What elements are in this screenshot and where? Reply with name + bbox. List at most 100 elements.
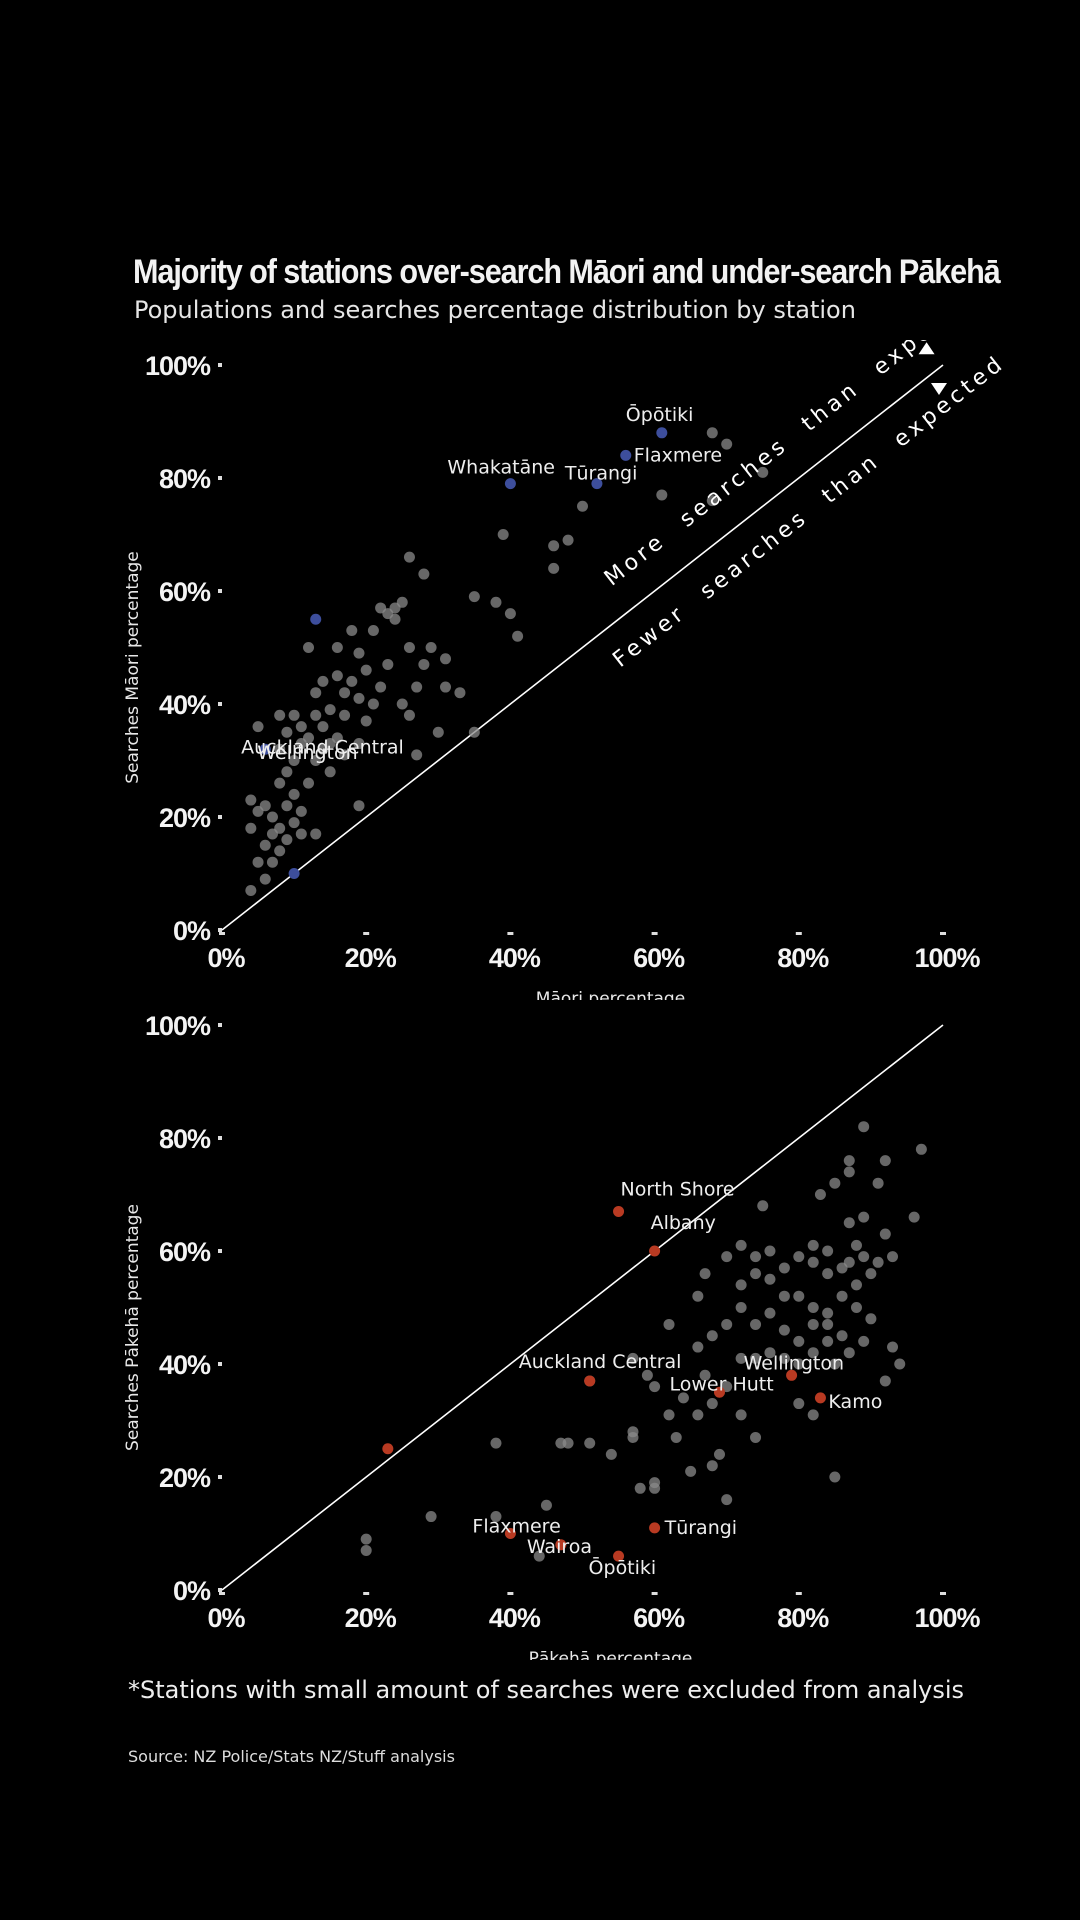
- data-point: [843, 1155, 855, 1167]
- data-point: [288, 709, 300, 721]
- data-point: [281, 726, 293, 738]
- data-point: [288, 788, 300, 800]
- data-point: [822, 1268, 834, 1280]
- data-point: [266, 828, 278, 840]
- data-point: [750, 1318, 762, 1330]
- data-point: [649, 1381, 661, 1393]
- highlighted-point: [613, 1550, 625, 1562]
- point-label: Wellington: [744, 1352, 844, 1374]
- data-point: [750, 1251, 762, 1263]
- data-point: [411, 749, 423, 761]
- data-point: [807, 1409, 819, 1421]
- data-point: [533, 1550, 545, 1562]
- data-point: [850, 1302, 862, 1313]
- data-point: [807, 1347, 819, 1359]
- data-point: [735, 1409, 747, 1421]
- data-point: [836, 1330, 848, 1342]
- data-point: [367, 625, 379, 637]
- data-point: [266, 811, 278, 823]
- x-tick-mark: [219, 932, 225, 935]
- point-label: Whakatāne: [447, 457, 555, 479]
- x-tick-label: 0%: [207, 943, 245, 973]
- reference-line: [221, 1024, 944, 1591]
- x-tick-label: 60%: [633, 1603, 685, 1633]
- y-tick-label: 80%: [159, 1124, 211, 1154]
- data-point: [310, 687, 322, 699]
- y-axis-label: Searches Pākehā percentage: [123, 1204, 143, 1451]
- data-point: [288, 755, 300, 766]
- pakeha-scatter-chart: 0% 20% 40% 60% 80% 100% 0% 20% 40% 60% 80% 100% Pāke…: [123, 1011, 982, 1660]
- y-tick-label: 100%: [145, 1011, 211, 1041]
- reference-line: [221, 364, 944, 931]
- data-point: [584, 1437, 596, 1449]
- y-tick-mark: [218, 928, 222, 932]
- data-point: [692, 1290, 704, 1302]
- data-point: [627, 1431, 639, 1443]
- x-tick-mark: [363, 1592, 370, 1595]
- data-point: [490, 1437, 502, 1449]
- data-point: [432, 726, 444, 738]
- data-point: [706, 427, 718, 439]
- data-point: [403, 551, 415, 563]
- data-point: [367, 698, 379, 710]
- data-point: [793, 1398, 805, 1410]
- data-point: [375, 602, 387, 614]
- data-point: [872, 1177, 884, 1189]
- x-tick-mark: [651, 932, 658, 935]
- data-point: [490, 596, 502, 608]
- data-point: [577, 500, 588, 512]
- data-point: [548, 540, 560, 552]
- x-tick-mark: [795, 932, 802, 935]
- data-point: [288, 817, 300, 829]
- y-axis-label: Searches Māori percentage: [123, 551, 143, 784]
- y-tick-label: 60%: [159, 1237, 211, 1267]
- data-point: [894, 1358, 906, 1370]
- page-subtitle: Populations and searches percentage dist…: [134, 296, 856, 324]
- data-point: [843, 1166, 855, 1178]
- data-point: [281, 766, 293, 778]
- data-point: [865, 1313, 877, 1325]
- y-tick-mark: [218, 1588, 222, 1592]
- data-point: [324, 766, 336, 778]
- x-tick-label: 80%: [777, 943, 829, 973]
- data-point: [750, 1352, 762, 1364]
- data-point: [735, 1352, 747, 1364]
- data-point: [245, 884, 257, 896]
- data-point: [807, 1318, 819, 1330]
- data-point: [360, 715, 372, 727]
- data-point: [317, 743, 329, 755]
- page-title: Majority of stations over-search Māori a…: [133, 253, 1001, 291]
- data-point: [692, 1341, 704, 1353]
- y-tick-mark: [218, 1249, 222, 1253]
- data-point: [807, 1302, 819, 1313]
- data-point: [259, 873, 271, 885]
- data-point: [353, 647, 365, 659]
- x-axis-label: Māori percentage: [536, 989, 685, 1000]
- highlighted-point: [555, 1539, 567, 1551]
- data-point: [641, 1369, 653, 1381]
- x-tick-mark: [940, 1592, 946, 1595]
- y-tick-label: 80%: [159, 464, 211, 494]
- data-point: [778, 1262, 790, 1274]
- data-point: [382, 658, 394, 670]
- data-point: [764, 1307, 776, 1319]
- y-tick-label: 0%: [173, 1576, 211, 1606]
- point-label: Wellington: [257, 742, 357, 764]
- data-point: [252, 805, 264, 817]
- y-tick-mark: [218, 1023, 222, 1027]
- data-point: [274, 743, 286, 755]
- data-point: [490, 1511, 502, 1523]
- data-point: [699, 1268, 711, 1280]
- data-point: [555, 1437, 567, 1449]
- data-point: [468, 591, 480, 603]
- data-point: [634, 1482, 646, 1494]
- data-point: [425, 642, 437, 653]
- x-tick-mark: [507, 1592, 514, 1595]
- y-tick-label: 40%: [159, 690, 211, 720]
- data-point: [713, 1448, 725, 1460]
- y-tick-mark: [218, 476, 222, 480]
- data-point: [850, 1279, 862, 1291]
- data-point: [245, 822, 257, 834]
- maori-scatter-chart: 0% 20% 40% 60% 80% 100% 0% 20% 40% 60% 80% 100% Māor…: [123, 340, 1010, 1000]
- data-point: [735, 1279, 747, 1291]
